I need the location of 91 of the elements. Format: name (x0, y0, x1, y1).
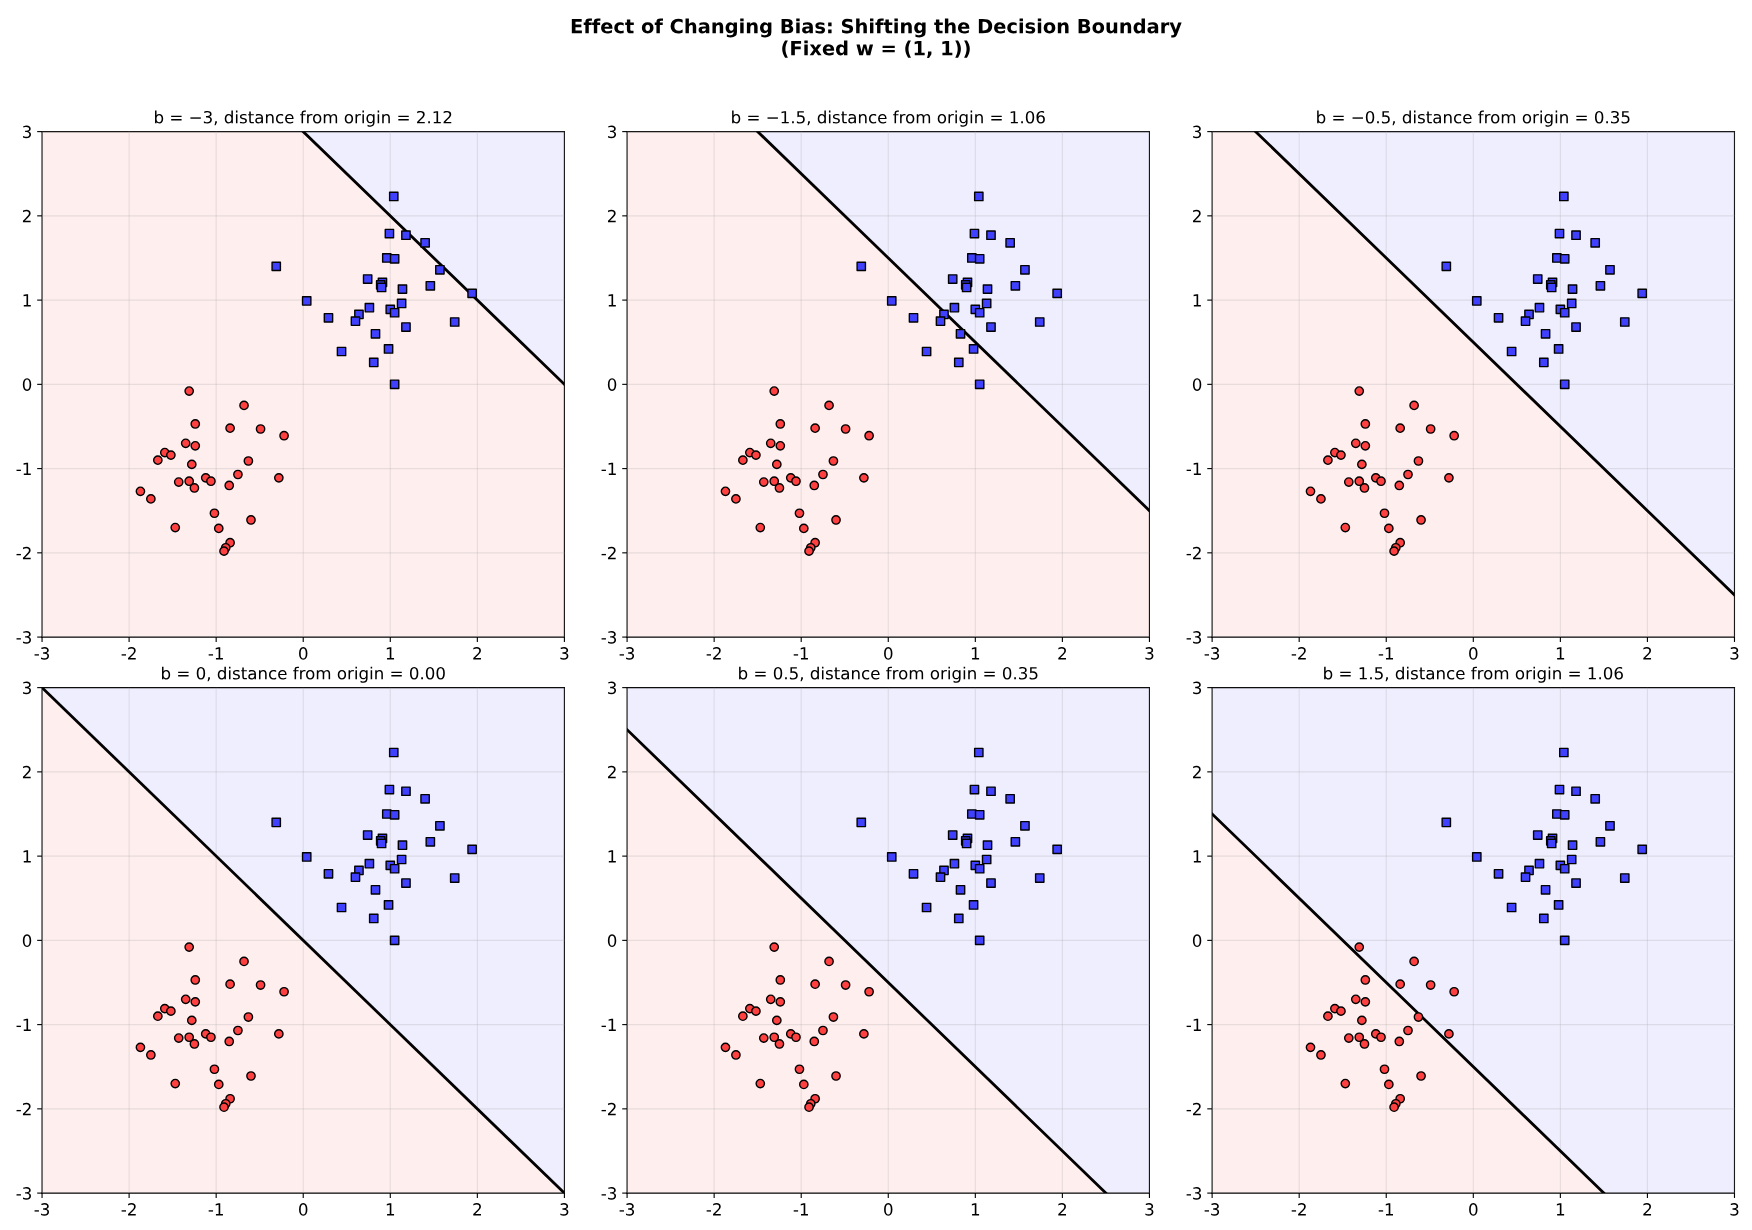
text: Effect of Changing Bias: Shifting the Decision Boundary (Fixed w = (1, 1)) (571, 18, 1182, 58)
x-tick-label: -3 (1204, 647, 1220, 660)
y-tick-label: -3 (16, 631, 31, 644)
x-tick-label: -2 (1291, 1203, 1306, 1216)
x-tick-label: 0 (1469, 1203, 1478, 1216)
x-tick-label: 1 (1556, 647, 1565, 660)
y-tick-label: 3 (22, 125, 31, 139)
y-tick-label: 2 (607, 209, 616, 223)
y-tick-label: 3 (608, 125, 617, 139)
x-tick-label: 3 (1145, 647, 1154, 660)
x-tick-label: 0 (299, 1203, 308, 1216)
y-tick-label: 3 (608, 681, 617, 695)
y-tick-label: 2 (22, 765, 31, 779)
x-tick-label: 1 (386, 647, 395, 660)
y-tick-label: 2 (22, 209, 31, 223)
y-tick-label: -3 (1186, 1187, 1202, 1200)
chart-title: b = 0, distance from origin = 0.00 (162, 666, 445, 683)
y-tick-label: -2 (601, 1102, 616, 1116)
x-tick-label: 2 (1058, 1203, 1067, 1216)
y-tick-label: -2 (1186, 1102, 1201, 1116)
chart-title: b = 0.5, distance from origin = 0.35 (739, 666, 1038, 683)
x-tick-label: 3 (1730, 647, 1739, 660)
x-tick-label: 3 (1145, 1203, 1154, 1216)
chart-title: b = −0.5, distance from origin = 0.35 (1317, 110, 1630, 127)
y-tick-label: 3 (1193, 125, 1202, 139)
y-tick-label: 0 (1192, 934, 1202, 947)
x-tick-label: 3 (1730, 1203, 1739, 1216)
y-tick-label: 3 (1193, 681, 1202, 695)
y-tick-label: 2 (1193, 209, 1201, 223)
x-tick-label: 1 (971, 647, 980, 660)
y-tick-label: -3 (16, 1187, 31, 1200)
x-tick-label: 3 (560, 647, 569, 660)
y-tick-label: -1 (16, 462, 31, 475)
y-tick-label: 1 (1193, 850, 1201, 863)
y-tick-label: 2 (607, 765, 616, 779)
y-tick-label: 1 (23, 294, 31, 307)
y-tick-label: -1 (16, 1018, 31, 1031)
x-tick-label: 3 (560, 1203, 569, 1216)
y-tick-label: -2 (16, 546, 31, 560)
x-tick-label: 1 (1556, 1203, 1565, 1216)
x-tick-label: 2 (1643, 1203, 1652, 1216)
x-tick-label: -1 (1378, 1203, 1394, 1216)
y-tick-label: 1 (23, 850, 31, 863)
x-tick-label: -2 (121, 1203, 136, 1216)
y-tick-label: 2 (1193, 765, 1201, 779)
y-tick-label: 0 (22, 934, 32, 947)
y-tick-label: -1 (1186, 1018, 1201, 1031)
y-tick-label: 0 (607, 378, 617, 391)
x-tick-label: -1 (208, 647, 223, 660)
x-tick-label: 1 (971, 1203, 980, 1216)
x-tick-label: 2 (473, 1203, 481, 1216)
y-tick-label: -1 (601, 1018, 616, 1031)
x-tick-label: 0 (884, 647, 893, 660)
chart-title: b = −1.5, distance from origin = 1.06 (732, 110, 1045, 127)
x-tick-label: -2 (1291, 647, 1306, 660)
x-tick-label: -2 (706, 1203, 721, 1216)
y-tick-label: -3 (1186, 631, 1202, 644)
x-tick-label: 2 (1643, 647, 1652, 660)
x-tick-label: -1 (793, 647, 808, 660)
y-tick-label: 1 (1193, 294, 1201, 307)
x-tick-label: -1 (1378, 647, 1394, 660)
y-tick-label: -2 (601, 546, 616, 560)
y-tick-label: -3 (601, 1187, 617, 1200)
x-tick-label: -3 (34, 1203, 50, 1216)
y-tick-label: 0 (22, 378, 32, 391)
y-tick-label: -1 (1186, 462, 1201, 475)
y-tick-label: 0 (607, 934, 617, 947)
chart-title: b = −3, distance from origin = 2.12 (155, 110, 452, 127)
x-tick-label: 2 (473, 647, 481, 660)
y-tick-label: -2 (1186, 546, 1201, 560)
x-tick-label: -1 (208, 1203, 223, 1216)
x-tick-label: -3 (1204, 1203, 1220, 1216)
x-tick-label: 0 (299, 647, 308, 660)
y-tick-label: -3 (601, 631, 617, 644)
x-tick-label: -3 (34, 647, 50, 660)
x-tick-label: -1 (793, 1203, 808, 1216)
y-tick-label: 1 (608, 850, 616, 863)
x-tick-label: 1 (386, 1203, 395, 1216)
x-tick-label: -3 (619, 1203, 635, 1216)
x-tick-label: -3 (619, 647, 635, 660)
x-tick-label: -2 (706, 647, 721, 660)
chart-title: b = 1.5, distance from origin = 1.06 (1324, 666, 1623, 683)
x-tick-label: 0 (884, 1203, 893, 1216)
x-tick-label: 0 (1469, 647, 1478, 660)
y-tick-label: 0 (1192, 378, 1202, 391)
y-tick-label: 3 (22, 681, 31, 695)
x-tick-label: 2 (1058, 647, 1067, 660)
y-tick-label: -2 (16, 1102, 31, 1116)
x-tick-label: -2 (121, 647, 136, 660)
y-tick-label: 1 (608, 294, 616, 307)
y-tick-label: -1 (601, 462, 616, 475)
